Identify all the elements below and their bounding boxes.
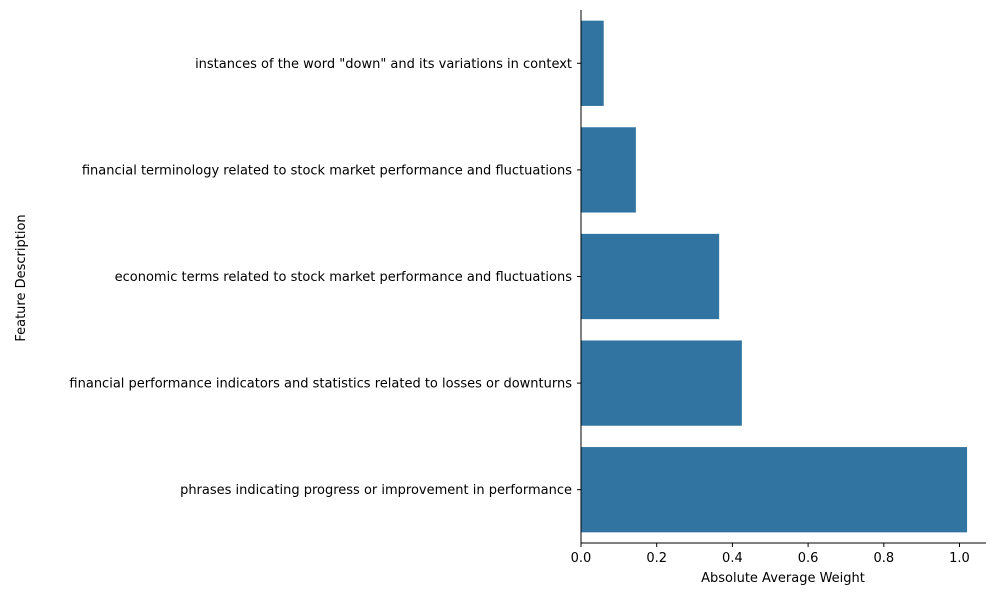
x-tick-label: 0.6	[798, 551, 819, 566]
bar	[581, 340, 742, 426]
y-tick-label: instances of the word "down" and its var…	[195, 57, 572, 72]
y-tick-label: financial performance indicators and sta…	[69, 377, 572, 392]
bar	[581, 233, 720, 320]
axes-spines	[580, 10, 986, 544]
x-ticks-group: 0.0 0.2 0.4 0.6 0.8 1.0	[571, 543, 970, 566]
x-axis-label: Absolute Average Weight	[701, 571, 865, 586]
x-tick-label: 0.2	[646, 551, 667, 566]
y-tick-labels: instances of the word "down" and its var…	[69, 57, 581, 498]
y-tick-label: economic terms related to stock market p…	[115, 270, 573, 285]
x-tick-label: 0.0	[571, 551, 592, 566]
bar	[581, 447, 968, 533]
y-tick-label: phrases indicating progress or improveme…	[180, 483, 572, 498]
x-tick-label: 0.4	[722, 551, 743, 566]
x-tick-label: 1.0	[949, 551, 970, 566]
y-tick-label: financial terminology related to stock m…	[82, 163, 572, 178]
bar	[581, 127, 636, 213]
x-tick-label: 0.8	[873, 551, 894, 566]
y-axis-label: Feature Description	[14, 214, 29, 341]
bars-group	[581, 20, 968, 533]
bar	[581, 20, 604, 106]
